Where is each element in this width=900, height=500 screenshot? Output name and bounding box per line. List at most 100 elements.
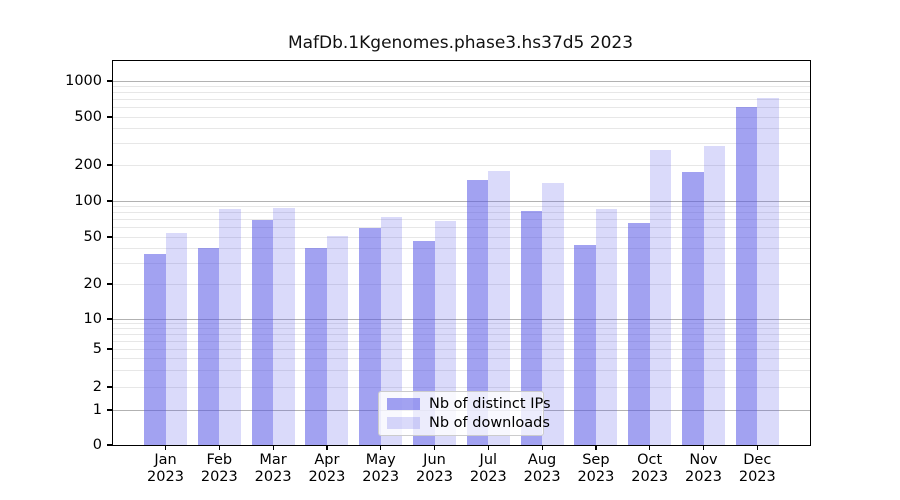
plot-area [112,60,811,446]
bar-distinct-ips-jan [144,253,166,445]
bar-downloads-jan [165,233,187,445]
x-tick-label: Dec 2023 [725,452,789,485]
x-tick-year: 2023 [254,468,292,485]
gridline-minor [113,340,810,342]
x-tick-month: Oct [637,452,663,468]
x-tick-mark [541,445,543,451]
legend-label-downloads: Nb of downloads [429,414,550,431]
legend-label-distinct-ips: Nb of distinct IPs [429,396,551,413]
y-tick-mark [107,164,112,166]
y-tick-label: 1000 [65,73,102,89]
x-tick-mark [164,445,167,451]
x-tick-year: 2023 [577,468,615,485]
y-tick-label: 50 [83,229,102,245]
gridline-minor [113,323,810,325]
bar-distinct-ips-jul [466,179,489,445]
legend: Nb of distinct IPs Nb of downloads [378,391,551,436]
x-tick-label: Mar 2023 [241,452,305,485]
x-tick-label: Jul 2023 [456,452,520,485]
gridline-major [113,318,810,320]
bar-downloads-apr [326,236,349,445]
x-tick-month: Nov [689,452,718,468]
bar-distinct-ips-nov [682,171,704,445]
gridline-minor [113,283,810,285]
x-tick-label: Apr 2023 [295,452,359,485]
y-tick-label: 500 [74,109,102,125]
y-tick-label: 5 [92,341,102,357]
gridline-minor [113,357,810,359]
x-tick-month: Dec [743,452,772,468]
x-tick-mark [595,445,597,451]
x-tick-mark [702,445,705,451]
x-tick-year: 2023 [631,468,669,485]
legend-swatch-distinct-ips [387,398,420,411]
gridline-minor [113,143,810,145]
y-tick-mark [107,80,112,82]
gridline-major [113,80,810,82]
x-tick-year: 2023 [362,468,400,485]
legend-item-distinct-ips: Nb of distinct IPs [387,396,551,412]
x-tick-month: Feb [206,452,233,468]
y-tick-mark [107,200,112,202]
gridline-minor [113,219,810,220]
bar-downloads-mar [273,208,295,445]
x-tick-year: 2023 [738,468,776,485]
x-tick-label: Jun 2023 [403,452,467,485]
gridline-minor [113,164,810,166]
x-tick-month: May [365,452,396,468]
chart-title: MafDb.1Kgenomes.phase3.hs37d5 2023 [287,33,634,53]
x-tick-year: 2023 [200,468,238,485]
gridline-minor [113,128,810,130]
gridline-minor [113,107,810,108]
x-tick-mark [487,445,489,451]
bar-downloads-sep [595,209,618,445]
gridline-minor [113,262,810,264]
y-tick-mark [107,409,112,411]
x-tick-month: Mar [259,452,287,468]
y-tick-label: 1 [92,402,102,418]
y-tick-label: 0 [92,437,102,453]
legend-item-downloads: Nb of downloads [387,415,550,431]
legend-swatch-downloads [387,416,420,429]
x-tick-year: 2023 [147,468,184,485]
x-tick-month: Jul [479,452,498,468]
x-tick-label: Jan 2023 [134,452,198,485]
y-tick-label: 200 [74,157,102,173]
gridline-minor [113,86,810,87]
bar-distinct-ips-aug [520,211,543,445]
gridline-minor [113,348,810,350]
y-tick-label: 2 [92,379,102,395]
gridline-minor [113,92,810,94]
bar-distinct-ips-feb [197,248,220,445]
bar-distinct-ips-apr [305,248,327,445]
bar-downloads-jun [434,221,456,445]
y-tick-mark [107,283,112,285]
bar-distinct-ips-mar [251,219,274,445]
y-tick-mark [107,386,112,388]
gridline-minor [113,206,810,207]
x-tick-mark [649,445,651,451]
gridline-minor [113,328,810,330]
y-tick-mark [107,444,112,446]
bar-downloads-feb [219,209,241,445]
gridline-minor [113,386,810,388]
x-tick-label: Aug 2023 [510,452,574,485]
x-tick-year: 2023 [469,468,507,485]
x-tick-mark [380,445,382,451]
bar-downloads-nov [703,146,725,445]
gridline-minor [113,227,810,228]
x-tick-year: 2023 [685,468,722,485]
bar-distinct-ips-oct [628,223,650,445]
x-tick-mark [756,445,758,451]
bar-downloads-jul [488,170,510,445]
gridline-minor [113,236,810,238]
x-tick-month: Aug [527,452,557,468]
y-tick-mark [107,236,112,238]
gridline-minor [113,369,810,371]
x-tick-month: Jun [423,452,446,468]
y-tick-label: 20 [83,276,102,292]
x-tick-label: Feb 2023 [187,452,251,485]
x-tick-mark [326,445,328,451]
x-tick-month: Apr [314,452,340,468]
